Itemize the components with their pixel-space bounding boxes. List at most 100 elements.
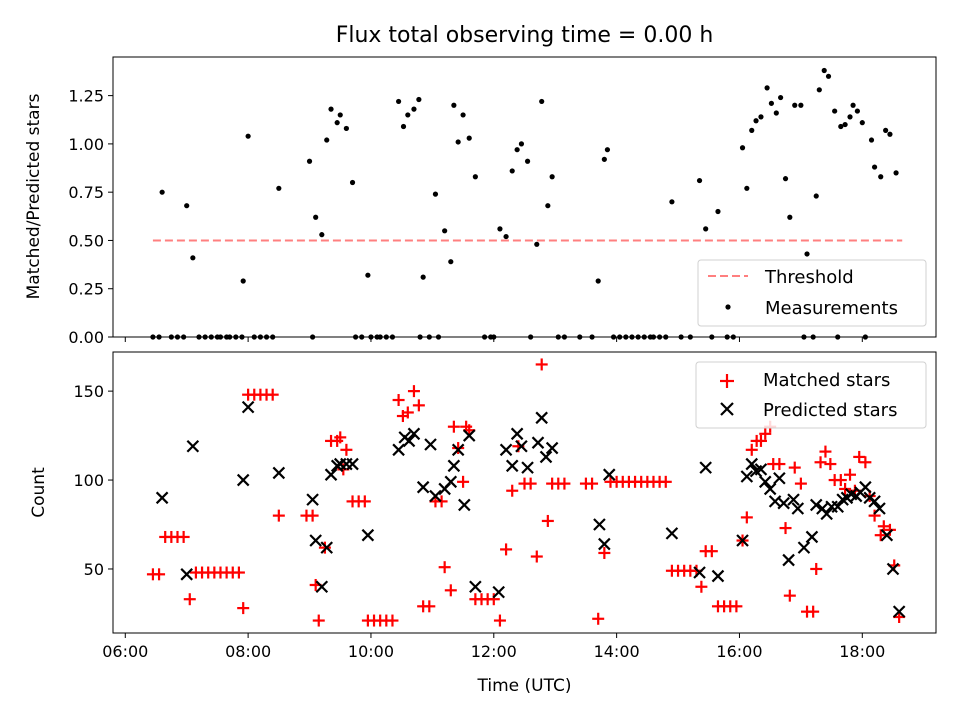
measurement-point	[545, 203, 551, 209]
measurement-point	[518, 141, 525, 147]
measurement-point	[792, 102, 798, 108]
predicted-star-marker	[745, 457, 759, 471]
matched-star-marker	[810, 562, 823, 575]
matched-star-marker	[447, 420, 460, 433]
measurement-point	[787, 214, 793, 220]
measurement-point	[868, 137, 875, 143]
predicted-star-marker	[791, 502, 805, 515]
measurement-point	[343, 125, 349, 132]
matched-star-marker	[598, 546, 611, 559]
measurement-point	[739, 145, 746, 151]
measurement-point	[816, 87, 822, 93]
predicted-star-marker	[309, 534, 322, 547]
predicted-star-marker	[492, 585, 505, 599]
matched-star-marker	[506, 484, 519, 497]
count-panel: Count 50 100 150 06:00 08:00 10:00 12:00 14:00…	[29, 351, 937, 696]
measurement-point	[432, 191, 439, 197]
measurement-point	[850, 102, 856, 108]
measurement-point	[337, 112, 343, 118]
measurements-legend-label: Measurements	[765, 298, 898, 319]
measurement-point	[159, 189, 165, 195]
measurement-point	[595, 278, 601, 284]
predicted-legend-label: Predicted stars	[763, 400, 897, 421]
predicted-star-marker	[886, 562, 900, 576]
ratio-y-tick-label: 1.00	[68, 135, 104, 154]
matched-star-marker	[272, 509, 285, 522]
predicted-star-marker	[272, 466, 286, 480]
predicted-star-marker	[451, 443, 465, 457]
matched-star-marker	[839, 482, 852, 495]
predicted-star-marker	[392, 443, 405, 457]
matched-star-marker	[868, 509, 881, 522]
matched-star-marker	[340, 443, 353, 456]
measurement-point	[514, 147, 520, 153]
matched-star-marker	[877, 520, 890, 533]
predicted-star-marker	[593, 518, 606, 531]
predicted-star-marker	[444, 475, 458, 489]
predicted-star-marker	[535, 411, 548, 425]
measurement-point	[405, 112, 411, 118]
measurement-point	[411, 106, 417, 112]
matched-star-marker	[807, 605, 820, 618]
measurement-point	[539, 98, 545, 105]
predicted-star-marker	[505, 459, 519, 473]
ratio-y-ticks: 0.00 0.25 0.50 0.75 1.00 1.25	[68, 87, 113, 347]
measurement-point	[715, 208, 721, 215]
matched-star-marker	[834, 474, 847, 487]
count-y-tick-label: 150	[73, 382, 104, 401]
measurement-point	[190, 255, 196, 261]
matched-star-marker	[401, 406, 414, 419]
matched-star-marker	[423, 600, 436, 613]
predicted-legend-swatch	[720, 402, 734, 416]
measurement-point	[782, 176, 789, 182]
measurement-point	[696, 177, 703, 184]
measurement-point	[184, 203, 190, 209]
measurement-point	[365, 272, 371, 278]
matched-star-marker	[237, 602, 250, 615]
predicted-star-marker	[241, 400, 255, 414]
matched-star-marker	[883, 523, 896, 536]
measurement-point	[778, 94, 784, 101]
matched-star-marker	[438, 561, 451, 574]
ratio-y-tick-label: 0.25	[68, 280, 104, 299]
predicted-star-marker	[711, 569, 725, 583]
predicted-star-marker	[820, 507, 833, 521]
measurement-point	[893, 170, 899, 176]
predicted-star-marker	[469, 580, 482, 594]
ratio-legend-box	[697, 259, 927, 327]
measurement-point	[472, 174, 478, 180]
measurement-point	[859, 120, 865, 126]
measurement-point	[887, 131, 893, 137]
matched-star-marker	[844, 468, 857, 481]
matched-star-marker	[493, 614, 506, 627]
measurement-point	[768, 100, 775, 106]
measurement-point	[328, 106, 334, 112]
matched-star-marker	[457, 475, 470, 488]
predicted-star-marker	[880, 528, 894, 542]
predicted-star-marker	[515, 439, 528, 453]
measurement-point	[749, 127, 755, 133]
measurement-point	[509, 168, 515, 174]
predicted-star-marker	[873, 502, 886, 515]
measurement-point	[744, 185, 750, 191]
predicted-star-marker	[539, 450, 553, 464]
predicted-star-marker	[892, 605, 906, 618]
predicted-star-marker	[416, 480, 430, 494]
measurements-legend-swatch	[725, 304, 731, 310]
predicted-star-marker	[180, 568, 193, 581]
predicted-star-marker	[186, 439, 200, 453]
ratio-y-tick-label: 1.25	[68, 87, 104, 106]
matched-star-marker	[318, 541, 331, 554]
count-legend: Matched stars Predicted stars	[695, 361, 927, 429]
measurement-point	[798, 102, 804, 108]
count-x-tick-label: 14:00	[594, 642, 640, 661]
ratio-y-tick-label: 0.75	[68, 183, 104, 202]
matched-star-marker	[819, 445, 832, 458]
predicted-star-marker	[447, 459, 461, 473]
predicted-star-marker	[424, 438, 437, 451]
matched-star-marker	[153, 568, 166, 581]
matched-star-marker	[452, 442, 465, 455]
matched-star-marker	[312, 614, 325, 627]
measurement-point	[245, 133, 251, 139]
matched-star-marker	[592, 612, 605, 625]
